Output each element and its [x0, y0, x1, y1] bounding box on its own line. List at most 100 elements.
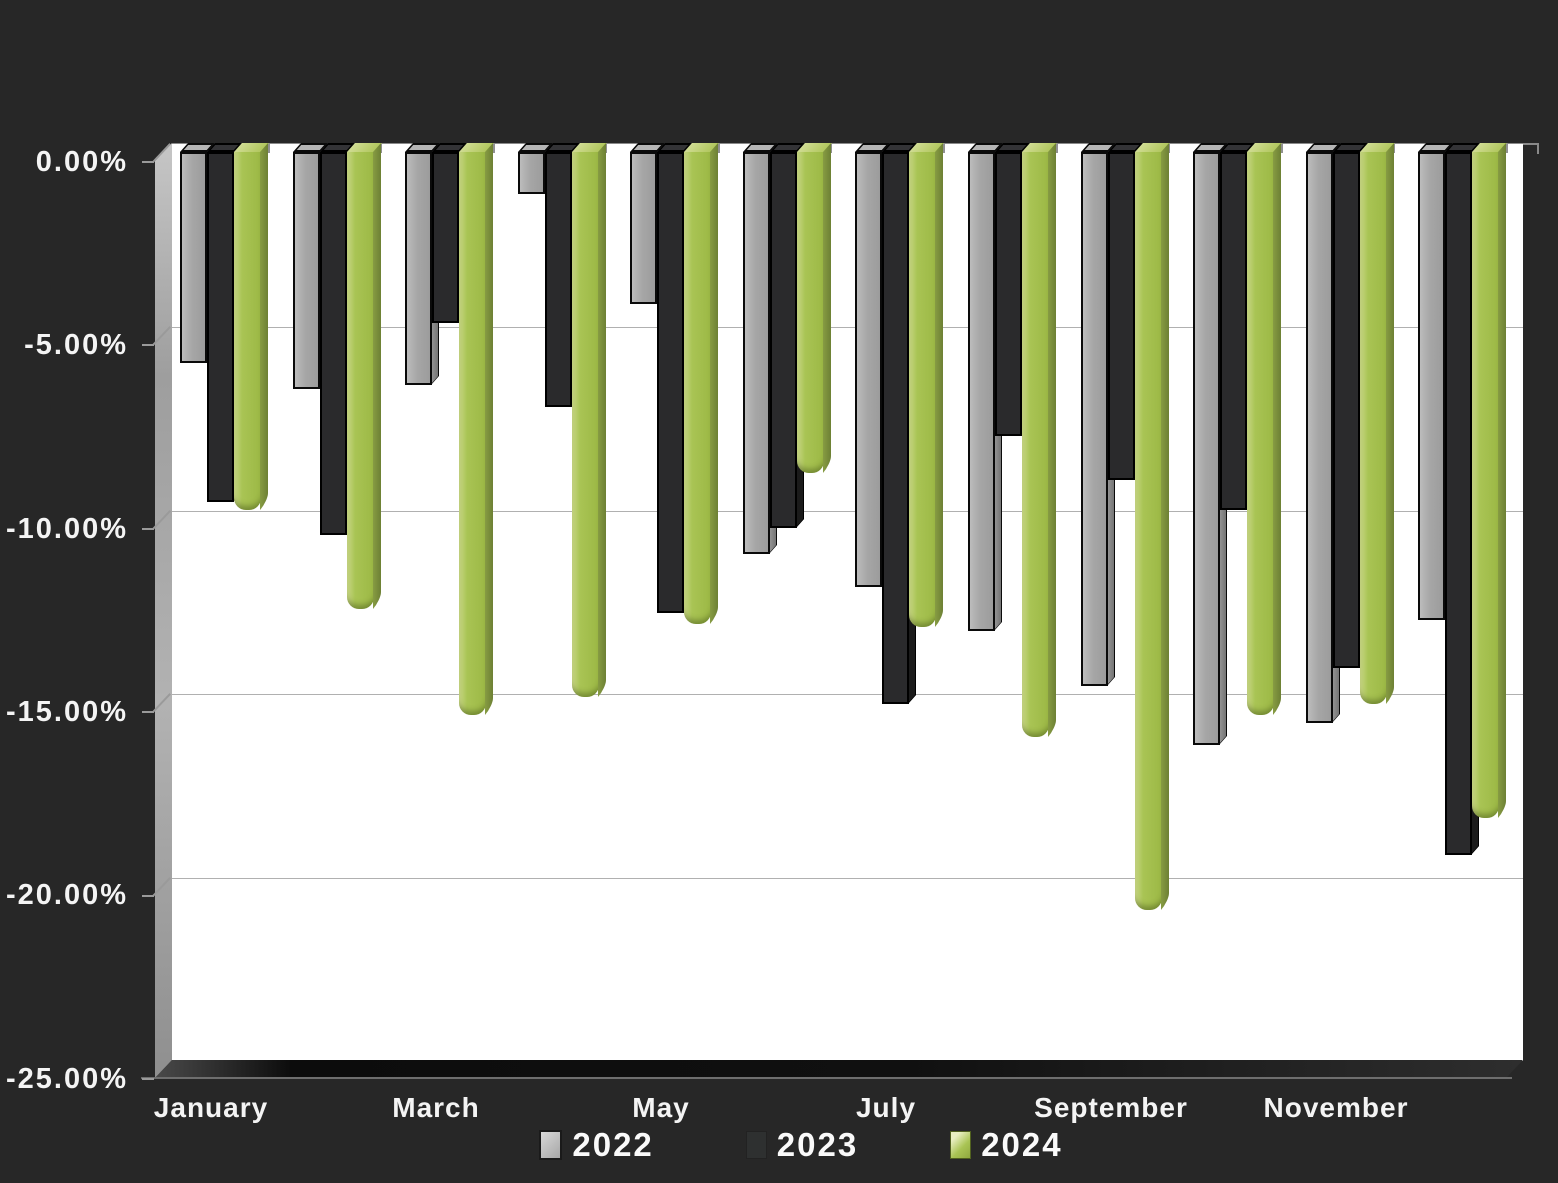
bar-front-face — [882, 152, 909, 704]
bar-2024-november — [1360, 142, 1395, 704]
floor-3d — [155, 1060, 1523, 1078]
x-axis-label: January — [153, 1092, 269, 1123]
bar-2023-august — [995, 142, 1030, 436]
bar-side-face — [260, 142, 268, 510]
bar-front-face — [1022, 152, 1049, 737]
legend-swatch-2022 — [539, 1130, 563, 1160]
legend-item-2022: 2022 — [539, 1126, 653, 1164]
bar-2024-march — [459, 142, 494, 715]
legend-swatch-2024 — [950, 1131, 972, 1159]
bar-2022-january — [180, 142, 215, 363]
bar-front-face — [1445, 152, 1472, 855]
bar-side-face — [1161, 142, 1169, 910]
bar-front-face — [995, 152, 1022, 436]
plot-corner-mark — [1523, 143, 1539, 154]
bar-2023-april — [545, 142, 580, 407]
category-tick — [718, 144, 720, 153]
y-axis-tick — [142, 711, 154, 713]
bar-front-face — [797, 152, 824, 473]
bar-side-face — [1386, 142, 1394, 704]
bar-front-face — [347, 152, 374, 609]
bar-front-face — [518, 152, 545, 194]
y-axis-tick — [142, 344, 154, 346]
bar-side-face — [935, 142, 943, 627]
x-axis-label: November — [1263, 1092, 1409, 1123]
bar-2024-february — [347, 142, 382, 609]
bar-2023-september — [1108, 142, 1143, 480]
category-tick — [380, 144, 382, 153]
gridline-minus5 — [172, 327, 1523, 328]
left-wall-3d — [155, 143, 172, 1078]
bar-2024-january — [234, 142, 269, 510]
bar-front-face — [770, 152, 797, 528]
gridline-minus20 — [172, 878, 1523, 879]
bar-side-face — [373, 142, 381, 609]
bar-2022-september — [1081, 142, 1116, 686]
bar-2024-may — [684, 142, 719, 624]
bar-2023-january — [207, 142, 242, 502]
bar-front-face — [207, 152, 234, 502]
category-tick — [943, 144, 945, 153]
bar-front-face — [684, 152, 711, 624]
bar-front-face — [432, 152, 459, 323]
bar-2022-october — [1193, 142, 1228, 745]
bar-front-face — [743, 152, 770, 554]
bar-front-face — [630, 152, 657, 304]
y-axis-label: -25.00% — [5, 1063, 128, 1095]
legend-label-2024: 2024 — [981, 1126, 1063, 1163]
category-tick — [1506, 144, 1508, 153]
bar-2022-july — [855, 142, 890, 587]
bar-2024-october — [1247, 142, 1282, 715]
bar-front-face — [234, 152, 261, 510]
bar-2022-december — [1418, 142, 1453, 620]
bar-2022-november — [1306, 142, 1341, 723]
y-axis-tick — [142, 528, 154, 530]
y-axis-label: -15.00% — [5, 696, 128, 728]
gridline-minus15 — [172, 694, 1523, 695]
bar-2024-september — [1135, 142, 1170, 910]
bar-front-face — [1081, 152, 1108, 686]
bar-front-face — [1220, 152, 1247, 510]
bar-2024-july — [909, 142, 944, 627]
x-axis-label: March — [392, 1092, 480, 1123]
legend: 2022 2023 2024 — [22, 1126, 1558, 1164]
bar-front-face — [1247, 152, 1274, 715]
bar-side-face — [1048, 142, 1056, 737]
bar-2023-may — [657, 142, 692, 613]
bar-2022-may — [630, 142, 665, 304]
bar-front-face — [1135, 152, 1162, 910]
bar-front-face — [405, 152, 432, 385]
plot-area — [172, 143, 1523, 1061]
bar-front-face — [320, 152, 347, 535]
category-tick — [830, 144, 832, 153]
bar-2022-march — [405, 142, 440, 385]
y-axis-label: -10.00% — [5, 513, 128, 545]
bar-front-face — [968, 152, 995, 631]
gridline-minus10 — [172, 511, 1523, 512]
bar-front-face — [1472, 152, 1499, 818]
bar-2023-february — [320, 142, 355, 535]
bar-2023-july — [882, 142, 917, 704]
bar-front-face — [1306, 152, 1333, 723]
bar-2023-november — [1333, 142, 1368, 668]
category-tick — [1056, 144, 1058, 153]
y-axis-tick — [142, 895, 154, 897]
bar-2024-december — [1472, 142, 1507, 818]
bar-front-face — [572, 152, 599, 697]
bar-2024-june — [797, 142, 832, 473]
bar-front-face — [909, 152, 936, 627]
legend-swatch-2023 — [745, 1131, 767, 1159]
bar-front-face — [1193, 152, 1220, 745]
bar-2023-march — [432, 142, 467, 323]
bar-2023-june — [770, 142, 805, 528]
bar-2024-august — [1022, 142, 1057, 737]
x-axis-label: September — [1034, 1092, 1188, 1123]
bar-2023-october — [1220, 142, 1255, 510]
x-axis-label: July — [855, 1092, 917, 1123]
bar-front-face — [459, 152, 486, 715]
bar-front-face — [1108, 152, 1135, 480]
bar-2022-april — [518, 142, 553, 194]
legend-item-2023: 2023 — [745, 1126, 858, 1164]
y-axis-tick — [142, 161, 154, 163]
